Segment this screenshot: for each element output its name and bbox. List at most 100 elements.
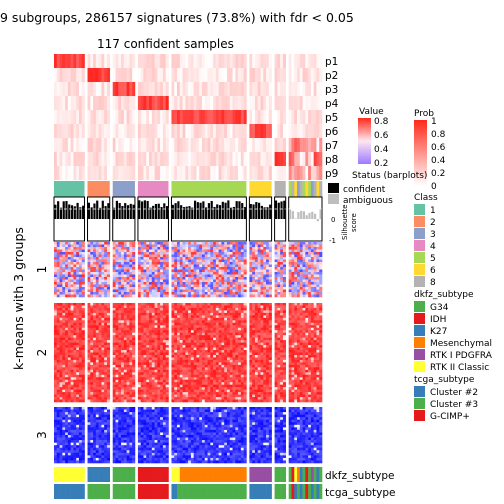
heat-cell [196, 350, 200, 353]
heat-cell [151, 292, 155, 295]
heat-cell [162, 325, 166, 329]
heat-cell [115, 274, 119, 278]
prob-cell [179, 166, 183, 180]
heat-cell [160, 259, 164, 263]
heat-cell [70, 350, 74, 353]
heat-cell [56, 397, 60, 400]
heat-cell [162, 389, 166, 393]
heat-cell [294, 264, 298, 268]
heat-cell [149, 387, 153, 390]
prob-cell [171, 82, 175, 96]
heat-cell [157, 257, 161, 260]
heat-cell [78, 379, 83, 383]
prob-cell [81, 54, 85, 68]
heat-cell [162, 327, 166, 331]
heat-cell [193, 282, 197, 285]
heat-cell [308, 292, 312, 295]
prob-cell [95, 110, 99, 124]
heat-cell [174, 284, 178, 288]
heat-cell [207, 325, 211, 329]
prob-cell [146, 82, 150, 96]
heat-cell [65, 389, 69, 393]
prob-cell [106, 82, 111, 96]
heat-cell [229, 325, 233, 329]
heat-cell [76, 367, 80, 371]
heat-cell [87, 384, 91, 388]
heat-cell [229, 257, 233, 260]
heat-cell [305, 289, 309, 293]
prob-cell [218, 152, 222, 166]
heat-cell [204, 274, 208, 278]
prob-cell [310, 166, 314, 180]
heat-cell [98, 382, 102, 385]
heat-cell [73, 330, 77, 333]
heat-cell [54, 247, 58, 250]
heat-cell [226, 347, 231, 351]
heat-cell [229, 249, 233, 253]
heat-cell [213, 303, 217, 306]
heat-cell [238, 254, 242, 258]
heat-cell [101, 399, 105, 403]
heat-cell [154, 392, 158, 395]
heat-cell [218, 322, 222, 326]
heat-cell [62, 397, 66, 400]
heat-cell [106, 312, 111, 316]
heat-cell [297, 272, 301, 275]
silhouette-box [170, 196, 247, 242]
heat-cell [132, 330, 136, 333]
heat-cell [252, 282, 256, 285]
heat-cell [154, 335, 158, 338]
heat-cell [218, 347, 222, 351]
heat-cell [157, 274, 161, 278]
heat-cell [62, 389, 66, 393]
prob-cell [196, 166, 200, 180]
heat-cell [190, 262, 194, 265]
heat-cell [210, 267, 214, 270]
heat-cell [154, 315, 158, 319]
prob-cell [137, 166, 142, 180]
heat-cell [59, 269, 63, 273]
heat-cell [59, 264, 63, 268]
heat-cell [140, 267, 144, 270]
heat-cell [56, 247, 60, 250]
heat-cell [137, 312, 142, 316]
heat-cell [78, 257, 83, 260]
prob-cell [146, 138, 150, 152]
heat-cell [299, 264, 303, 268]
heat-cell [162, 379, 166, 383]
heat-cell [56, 330, 60, 333]
heat-cell [157, 277, 161, 280]
heat-cell [165, 367, 169, 371]
heat-cell [266, 262, 270, 265]
heat-cell [235, 322, 239, 326]
heat-cell [106, 257, 111, 260]
heat-cell [118, 282, 122, 285]
heat-cell [297, 287, 301, 290]
heat-cell [218, 315, 222, 319]
heat-cell [101, 310, 105, 314]
heat-cell [238, 282, 242, 285]
prob-cell [179, 152, 183, 166]
heat-cell [177, 305, 181, 309]
heat-cell [190, 335, 194, 338]
heat-cell [294, 292, 298, 295]
heat-cell [179, 289, 183, 293]
heat-cell [221, 249, 225, 253]
heat-cell [257, 262, 261, 265]
heat-cell [143, 347, 147, 351]
heat-cell [171, 307, 175, 311]
heat-cell [143, 332, 147, 336]
heat-cell [118, 384, 122, 388]
heat-cell [232, 284, 236, 288]
heat-cell [62, 320, 66, 324]
heat-cell [165, 279, 169, 283]
heat-cell [106, 277, 111, 280]
heat-cell [65, 332, 69, 336]
heat-cell [282, 277, 286, 280]
heat-cell [254, 279, 259, 283]
heat-cell [154, 399, 158, 403]
prob-cell [201, 152, 206, 166]
heat-cell [179, 287, 183, 290]
heat-cell [121, 264, 125, 268]
heat-cell [268, 244, 272, 248]
